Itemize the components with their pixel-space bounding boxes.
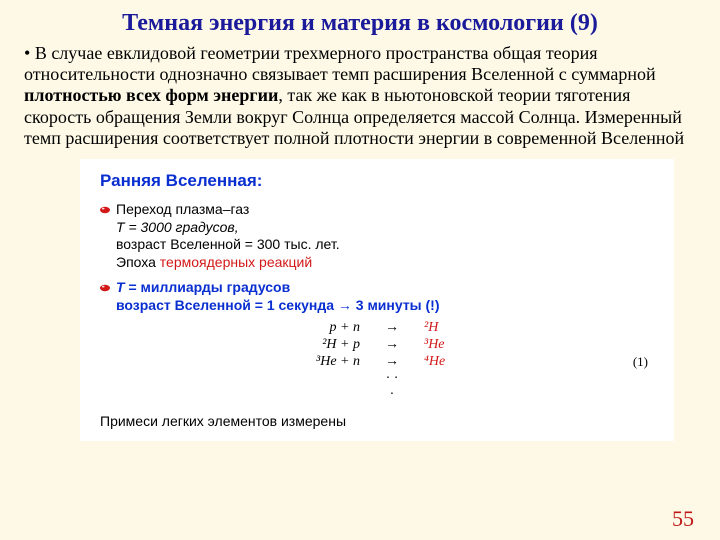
panel-title: Ранняя Вселенная: bbox=[100, 171, 654, 191]
eq3-left: ³He + n bbox=[270, 354, 360, 370]
b2-l2: возраст Вселенной = 1 секунда → 3 минуты… bbox=[116, 297, 440, 313]
eq-row-3: ³He + n → ⁴He (1) bbox=[100, 354, 654, 370]
para-bold: плотностью всех форм энергии bbox=[24, 85, 278, 105]
eq1-right: ²H bbox=[424, 320, 484, 336]
main-paragraph: В случае евклидовой геометрии трехмерног… bbox=[0, 43, 720, 159]
eq-row-dots: · · · bbox=[100, 371, 654, 403]
eq-row-1: p + n → ²H bbox=[100, 320, 654, 336]
b2-l1: T = миллиарды градусов bbox=[116, 279, 290, 295]
b1-l1: Переход плазма–газ bbox=[116, 201, 249, 217]
eq-dots: · · · bbox=[382, 371, 402, 403]
bullet-row-1: Переход плазма–газ T = 3000 градусов, во… bbox=[100, 201, 654, 271]
b1-l4a: Эпоха bbox=[116, 254, 160, 270]
eq3-right: ⁴He bbox=[424, 354, 484, 370]
page-number: 55 bbox=[672, 506, 694, 532]
b1-l4b: термоядерных реакций bbox=[160, 254, 312, 270]
inset-panel: Ранняя Вселенная: Переход плазма–газ T =… bbox=[80, 159, 674, 441]
eq2-arrow: → bbox=[382, 337, 402, 353]
slide-title: Темная энергия и материя в космологии (9… bbox=[0, 0, 720, 43]
eq1-left: p + n bbox=[270, 320, 360, 336]
eq2-right: ³He bbox=[424, 337, 484, 353]
b1-l2: T = 3000 градусов, bbox=[116, 219, 239, 235]
bullet-row-2: T = миллиарды градусов возраст Вселенной… bbox=[100, 279, 654, 314]
b1-l3: возраст Вселенной = 300 тыс. лет. bbox=[116, 236, 340, 252]
eq3-arrow: → bbox=[382, 354, 402, 370]
red-bullet-icon bbox=[100, 205, 116, 215]
eq-label: (1) bbox=[633, 354, 648, 370]
para-pre: В случае евклидовой геометрии трехмерног… bbox=[24, 43, 656, 84]
panel-footer: Примеси легких элементов измерены bbox=[100, 413, 654, 429]
block1-text: Переход плазма–газ T = 3000 градусов, во… bbox=[116, 201, 340, 271]
eq-row-2: ²H + p → ³He bbox=[100, 337, 654, 353]
eq2-left: ²H + p bbox=[270, 337, 360, 353]
block2-text: T = миллиарды градусов возраст Вселенной… bbox=[116, 279, 440, 314]
eq1-arrow: → bbox=[382, 320, 402, 336]
equations: p + n → ²H ²H + p → ³He ³He + n → ⁴He (1… bbox=[100, 320, 654, 403]
red-bullet-icon bbox=[100, 283, 116, 293]
